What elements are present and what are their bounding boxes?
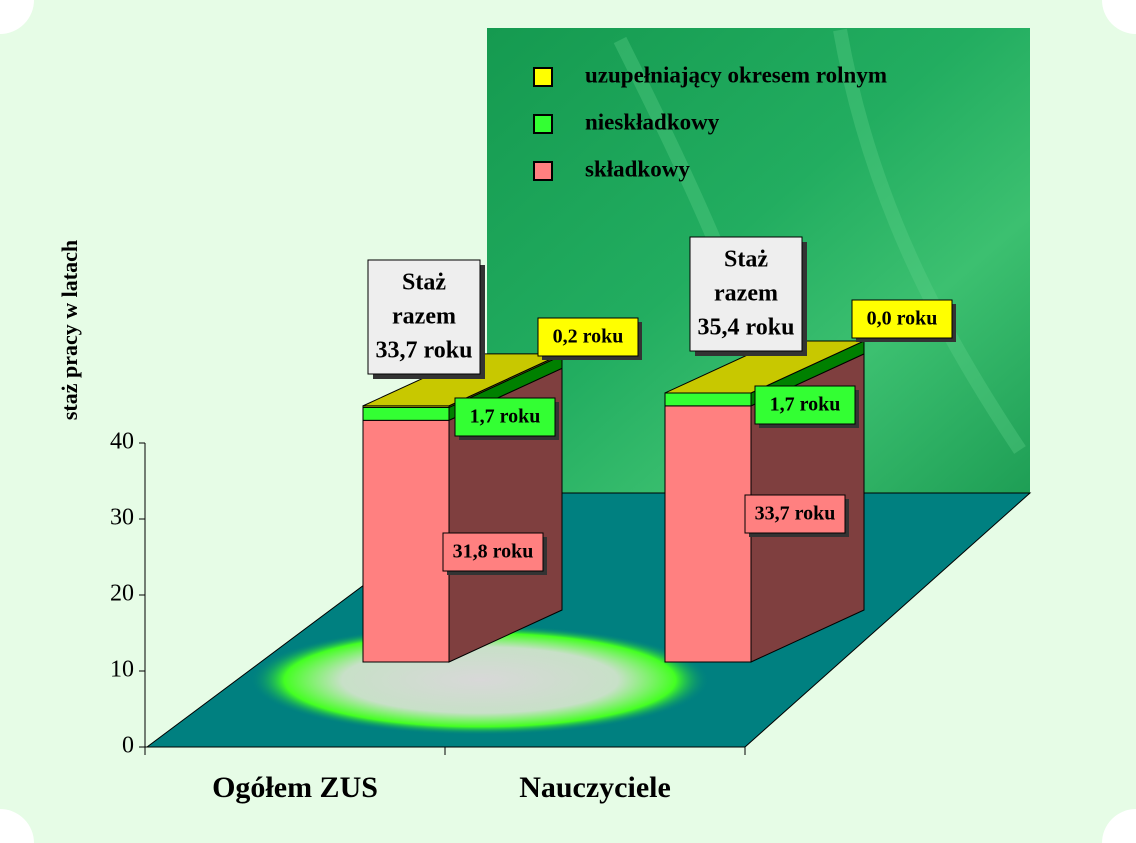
value-label: 1,7 roku [470, 406, 541, 428]
total-label-box [689, 236, 803, 352]
value-label-box [537, 317, 639, 357]
value-label: 33,7 roku [755, 503, 836, 525]
total-label: razem [714, 281, 778, 307]
total-label-box [367, 259, 481, 375]
bar-segment [362, 419, 450, 663]
bar-segment [362, 406, 450, 421]
legend-label: składkowy [585, 156, 690, 181]
bar-segment [664, 392, 752, 407]
y-tick-label: 30 [110, 505, 134, 531]
value-label: 0,0 roku [867, 308, 938, 330]
total-label: 35,4 roku [698, 315, 795, 341]
legend-label: uzupełniający okresem rolnym [585, 62, 887, 87]
value-label: 0,2 roku [553, 326, 624, 348]
bar-segment [664, 405, 752, 663]
legend-label: nieskładkowy [585, 109, 720, 134]
value-label: 1,7 roku [770, 394, 841, 416]
total-label: Staż [402, 270, 446, 296]
legend-swatch [533, 114, 553, 134]
total-label: Staż [724, 247, 768, 273]
total-label: 33,7 roku [376, 338, 473, 364]
value-label-box [442, 532, 544, 572]
y-tick-label: 10 [110, 657, 134, 683]
value-label-box [754, 385, 856, 425]
y-tick-label: 0 [122, 733, 134, 759]
y-axis-title: staż pracy w latach [57, 240, 82, 420]
x-tick-label: Nauczyciele [519, 771, 671, 804]
value-label-box [454, 397, 556, 437]
value-label-box [744, 494, 846, 534]
x-tick-label: Ogółem ZUS [212, 771, 378, 804]
total-label: razem [392, 304, 456, 330]
legend-swatch [533, 67, 553, 87]
value-label: 31,8 roku [453, 541, 534, 563]
y-tick-label: 20 [110, 581, 134, 607]
legend-swatch [533, 161, 553, 181]
y-tick-label: 40 [110, 429, 134, 455]
value-label-box [851, 299, 953, 339]
